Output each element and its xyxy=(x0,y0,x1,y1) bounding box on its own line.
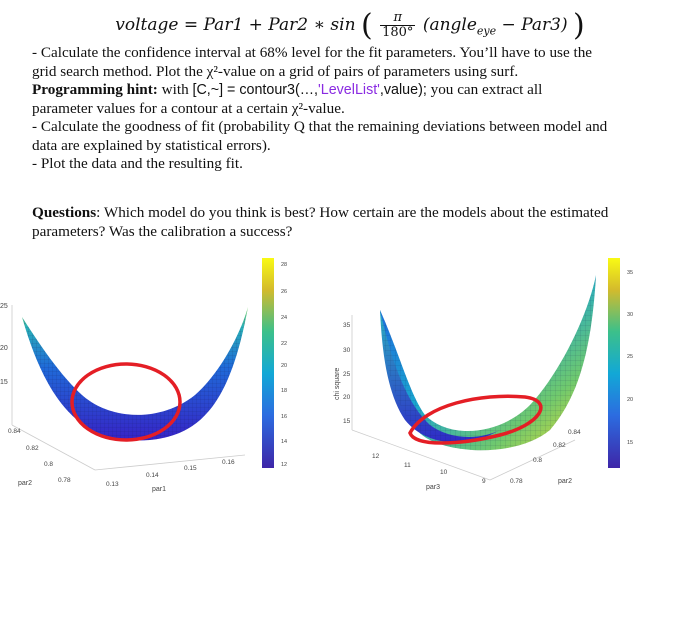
left-par2-tick-1: 0.84 xyxy=(8,428,21,435)
left-cbar-tick-20: 20 xyxy=(281,363,287,369)
hint-label: Programming hint: xyxy=(32,81,158,98)
left-par1-tick-3: 0.15 xyxy=(184,465,197,472)
right-colorbar-gradient xyxy=(608,258,620,468)
instruction-line-3: Programming hint: with [C,~] = contour3(… xyxy=(32,81,682,100)
left-axes xyxy=(11,305,246,471)
questions-text-1: : Which model do you think is best? How … xyxy=(96,204,609,221)
right-cbar-tick-20: 20 xyxy=(627,397,633,403)
left-z-tick-20: 20 xyxy=(0,345,8,352)
right-cbar-tick-35: 35 xyxy=(627,270,633,276)
questions-label: Questions xyxy=(32,204,97,221)
equation-tail: − Par3 xyxy=(496,15,561,35)
fraction-denominator: 180° xyxy=(382,25,414,40)
right-contour xyxy=(408,394,543,445)
right-par3-tick-10: 10 xyxy=(440,469,448,476)
left-par1-tick-1: 0.13 xyxy=(106,481,119,488)
equation-paren-open: ( xyxy=(422,15,430,35)
right-surface-mesh xyxy=(380,275,596,451)
instruction-line-1: - Calculate the confidence interval at 6… xyxy=(32,44,593,61)
left-colorbar-gradient xyxy=(262,258,274,468)
left-par1-tick-2: 0.14 xyxy=(146,472,159,479)
hint-code-1: [C,~] = contour3(…, xyxy=(192,82,319,98)
questions-line-1: Questions: Which model do you think is b… xyxy=(32,204,682,223)
instruction-line-7: - Plot the data and the resulting fit. xyxy=(32,155,243,172)
left-cbar-tick-12: 12 xyxy=(281,462,287,468)
right-z-tick-15: 15 xyxy=(343,418,351,425)
right-par2-label: par2 xyxy=(558,478,572,485)
right-cbar-tick-30: 30 xyxy=(627,312,633,318)
right-par3-label: par3 xyxy=(426,484,440,491)
left-colorbar: 28 26 24 22 20 18 16 14 12 xyxy=(262,258,287,468)
equation-lhs: voltage = Par1 + Par2 ∗ sin xyxy=(115,15,356,35)
right-par2-tick-3: 0.8 xyxy=(533,457,542,464)
equation-fraction: π 180° xyxy=(380,11,416,40)
left-cbar-tick-26: 26 xyxy=(281,289,287,295)
questions: Questions: Which model do you think is b… xyxy=(32,204,682,241)
hint-with: with xyxy=(157,81,193,98)
right-z-tick-35: 35 xyxy=(343,322,351,329)
right-paren: ) xyxy=(573,8,585,43)
left-par1-tick-4: 0.16 xyxy=(222,459,235,466)
left-z-tick-15: 15 xyxy=(0,379,8,386)
right-par3-tick-9: 9 xyxy=(482,478,486,485)
instructions: - Calculate the confidence interval at 6… xyxy=(32,44,682,174)
left-par2-label: par2 xyxy=(18,480,32,487)
left-cbar-tick-18: 18 xyxy=(281,388,287,394)
right-par2-tick-1: 0.84 xyxy=(568,429,581,436)
left-par2-tick-2: 0.82 xyxy=(26,445,39,452)
fraction-numerator: π xyxy=(380,11,416,26)
questions-line-2: parameters? Was the calibration a succes… xyxy=(32,222,293,240)
instruction-line-2: grid search method. Plot the χ²-value on… xyxy=(32,62,519,80)
right-par2-tick-2: 0.82 xyxy=(553,442,566,449)
left-par2-tick-4: 0.78 xyxy=(58,477,71,484)
left-cbar-tick-16: 16 xyxy=(281,414,287,420)
right-z-tick-25: 25 xyxy=(343,371,351,378)
right-par3-tick-12: 12 xyxy=(372,453,380,460)
hint-rest: you can extract all xyxy=(426,81,543,98)
left-par1-label: par1 xyxy=(152,486,166,493)
right-z-tick-20: 20 xyxy=(343,394,351,401)
left-cbar-tick-14: 14 xyxy=(281,439,287,445)
equation-paren-close: ) xyxy=(560,15,568,35)
left-par2-tick-3: 0.8 xyxy=(44,461,53,468)
right-par2-tick-4: 0.78 xyxy=(510,478,523,485)
left-cbar-tick-28: 28 xyxy=(281,262,287,268)
hint-code-2: ,value); xyxy=(379,82,427,98)
right-cbar-tick-15: 15 xyxy=(627,440,633,446)
hint-code-string: 'LevelList' xyxy=(318,82,380,98)
left-contour xyxy=(70,362,182,442)
right-colorbar: 35 30 25 20 15 xyxy=(608,258,633,468)
equation-angle: angle xyxy=(429,15,477,35)
left-surface-plot: 25 20 15 0.84 0.82 0.8 0.78 par2 0.13 0.… xyxy=(0,303,248,493)
right-axes xyxy=(351,315,576,481)
right-z-tick-30: 30 xyxy=(343,347,351,354)
left-cbar-tick-24: 24 xyxy=(281,315,287,321)
right-z-label: chi square xyxy=(334,368,341,400)
left-surface-mesh xyxy=(22,307,248,441)
right-par3-tick-11: 11 xyxy=(404,462,411,469)
instruction-line-4: parameter values for a contour at a cert… xyxy=(32,99,345,117)
left-z-tick-25: 25 xyxy=(0,303,8,310)
left-cbar-tick-22: 22 xyxy=(281,341,287,347)
equation-angle-sub: eye xyxy=(476,24,497,38)
left-paren: ( xyxy=(360,8,373,43)
instruction-line-5: - Calculate the goodness of fit (probabi… xyxy=(32,118,608,135)
right-cbar-tick-25: 25 xyxy=(627,354,633,360)
model-equation: voltage = Par1 + Par2 ∗ sin ( π 180° (an… xyxy=(0,8,700,43)
right-surface-plot: chi square 35 30 25 20 15 12 11 10 9 par… xyxy=(334,275,596,491)
instruction-line-6: data are explained by statistical errors… xyxy=(32,136,271,154)
